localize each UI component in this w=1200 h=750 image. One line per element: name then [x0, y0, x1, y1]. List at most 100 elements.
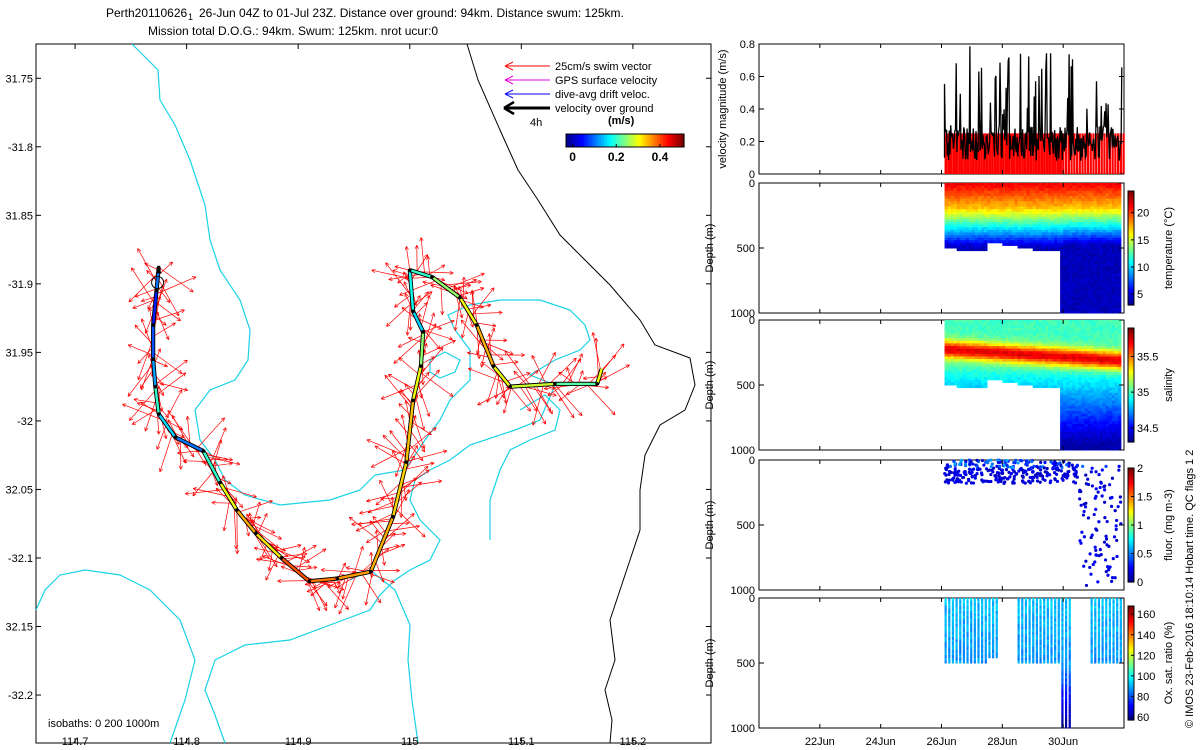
- temp-cell: [1078, 271, 1082, 275]
- sal-cell: [1111, 405, 1116, 409]
- sal-cell: [1005, 359, 1009, 363]
- sal-cell: [1111, 395, 1116, 399]
- sal-cell: [1093, 408, 1098, 412]
- sal-cell: [1057, 333, 1061, 337]
- temp-cell: [1099, 305, 1104, 309]
- sal-cell: [1078, 372, 1082, 376]
- temp-cell: [1081, 250, 1085, 254]
- temp-cell: [1047, 188, 1052, 192]
- sal-cell: [1096, 405, 1101, 409]
- temp-cell: [981, 240, 985, 244]
- temp-cell: [1014, 201, 1018, 205]
- sal-cell: [1069, 385, 1073, 389]
- swim-vector: [310, 578, 331, 597]
- temp-cell: [1108, 190, 1113, 194]
- panel-colorbar-cell: [1128, 366, 1134, 370]
- sal-cell: [1087, 374, 1091, 378]
- temp-cell: [947, 222, 952, 226]
- temp-cell: [1093, 261, 1098, 265]
- temp-cell: [990, 219, 994, 223]
- sal-cell: [1047, 351, 1052, 355]
- sal-cell: [996, 374, 1000, 378]
- sal-cell: [1072, 359, 1076, 363]
- sal-cell: [1102, 390, 1107, 394]
- temp-cell: [1078, 302, 1082, 306]
- sal-cell: [1087, 369, 1091, 373]
- sal-cell: [1017, 382, 1021, 386]
- temp-cell: [1057, 190, 1061, 194]
- temp-cell: [1002, 203, 1006, 207]
- temp-cell: [1117, 196, 1122, 200]
- panel-colorbar-cell: [1128, 437, 1134, 441]
- temp-cell: [1005, 188, 1009, 192]
- sal-cell: [1093, 444, 1098, 448]
- sal-cell: [1047, 361, 1052, 365]
- temp-cell: [1057, 201, 1061, 205]
- temp-cell: [1044, 206, 1049, 210]
- sal-cell: [1020, 382, 1025, 386]
- panel-colorbar-cell: [1128, 248, 1134, 251]
- sal-cell: [978, 340, 982, 344]
- swim-vector: [222, 486, 257, 498]
- temp-cell: [1002, 240, 1006, 244]
- sal-cell: [981, 340, 985, 344]
- track-dot: [201, 449, 206, 453]
- sal-cell: [1096, 403, 1101, 407]
- temp-cell: [1020, 209, 1025, 213]
- temp-cell: [1072, 255, 1076, 259]
- sal-cell: [1087, 424, 1091, 428]
- sal-cell: [950, 348, 955, 352]
- sal-cell: [1026, 335, 1031, 339]
- sal-cell: [1066, 390, 1070, 394]
- temp-cell: [1057, 185, 1061, 189]
- sal-cell: [1044, 369, 1049, 373]
- temp-cell: [1011, 211, 1015, 215]
- sal-cell: [1002, 379, 1006, 383]
- panel-colorbar-cell: [1128, 389, 1134, 393]
- sal-cell: [990, 325, 994, 329]
- temp-cell: [1032, 193, 1037, 197]
- temp-cell: [1096, 235, 1101, 239]
- temp-cell: [1081, 305, 1085, 309]
- temp-cell: [1096, 209, 1101, 213]
- sal-cell: [1041, 340, 1046, 344]
- temp-cell: [1084, 188, 1088, 192]
- fluor-point: [1103, 515, 1107, 520]
- sal-cell: [1105, 374, 1110, 378]
- temp-cell: [1047, 229, 1052, 233]
- temp-cell: [981, 227, 985, 231]
- sal-cell: [1063, 385, 1067, 389]
- sal-cell: [981, 382, 985, 386]
- temp-cell: [1038, 248, 1043, 252]
- temp-cell: [962, 193, 967, 197]
- temp-cell: [984, 235, 988, 239]
- panel-colorbar-cell: [1128, 334, 1134, 338]
- sal-cell: [1105, 364, 1110, 368]
- sal-cell: [1111, 330, 1116, 334]
- panel-colorbar-cell: [1128, 286, 1134, 290]
- temp-cell: [1005, 222, 1009, 226]
- panel-colorbar-tick-label: 34.5: [1137, 423, 1158, 435]
- sal-cell: [1060, 398, 1064, 402]
- sal-cell: [993, 356, 997, 360]
- sal-cell: [1117, 377, 1122, 381]
- fluor-point: [1097, 473, 1101, 477]
- temp-cell: [953, 183, 958, 187]
- sal-cell: [1084, 431, 1088, 435]
- temp-cell: [968, 229, 973, 233]
- temp-cell: [1014, 185, 1018, 189]
- temp-cell: [1032, 206, 1037, 210]
- temp-cell: [1111, 203, 1116, 207]
- track-segment: [408, 270, 415, 312]
- fluor-point: [947, 472, 951, 477]
- swim-vector: [414, 302, 428, 316]
- sal-cell: [965, 359, 970, 363]
- sal-cell: [1051, 322, 1055, 326]
- temp-cell: [1057, 188, 1061, 192]
- sal-cell: [1102, 421, 1107, 425]
- sal-cell: [1044, 361, 1049, 365]
- temp-cell: [1051, 242, 1055, 246]
- sal-cell: [987, 346, 991, 350]
- temp-cell: [1008, 232, 1012, 236]
- panel-colorbar-cell: [1128, 273, 1134, 276]
